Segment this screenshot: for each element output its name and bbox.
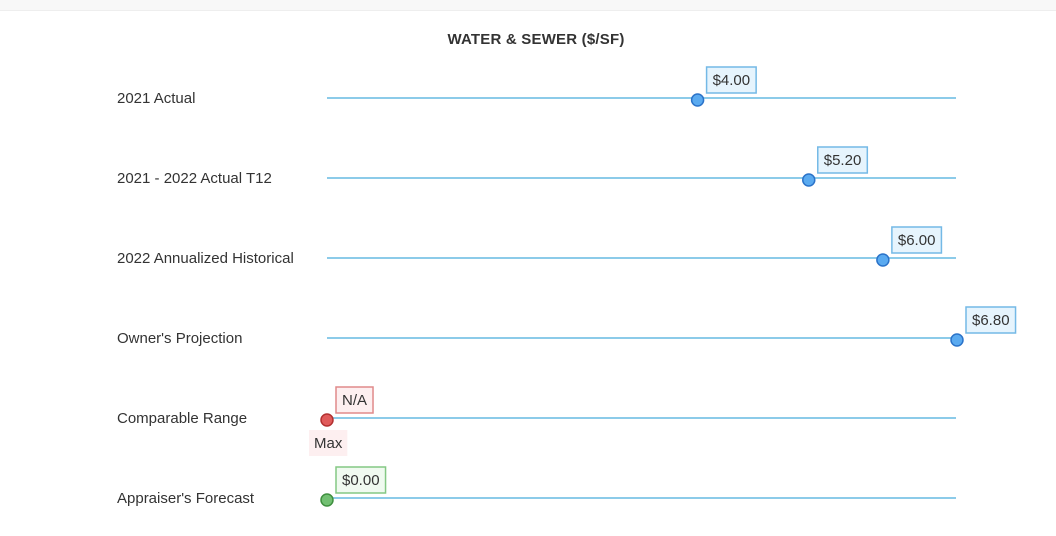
data-point <box>876 253 890 267</box>
value-label: $0.00 <box>342 472 380 489</box>
data-point <box>950 333 964 347</box>
row-label: 2021 Actual <box>117 90 195 107</box>
value-label-box <box>335 386 374 414</box>
value-label: $6.80 <box>972 312 1010 329</box>
data-point <box>320 413 334 427</box>
row-label: 2021 - 2022 Actual T12 <box>117 170 272 187</box>
data-point <box>690 93 705 107</box>
row-label: Comparable Range <box>117 410 247 427</box>
chart-title: WATER & SEWER ($/SF) <box>447 31 625 48</box>
value-label: $5.20 <box>824 152 862 169</box>
value-label: N/A <box>342 392 367 409</box>
row-label: Owner's Projection <box>117 330 242 347</box>
row-label: 2022 Annualized Historical <box>117 250 294 267</box>
value-label-box <box>965 306 1017 334</box>
value-label-box <box>817 146 869 174</box>
value-label: $4.00 <box>713 72 751 89</box>
data-point <box>802 173 816 187</box>
value-label-box <box>891 226 943 254</box>
top-strip <box>0 0 1056 11</box>
value-label-box <box>705 66 757 94</box>
point-below-label: Max <box>314 435 343 452</box>
row-label: Appraiser's Forecast <box>117 490 255 507</box>
value-label: $6.00 <box>898 232 936 249</box>
data-point <box>320 493 334 507</box>
value-label-box <box>335 466 387 494</box>
point-below-label-box <box>309 430 348 456</box>
